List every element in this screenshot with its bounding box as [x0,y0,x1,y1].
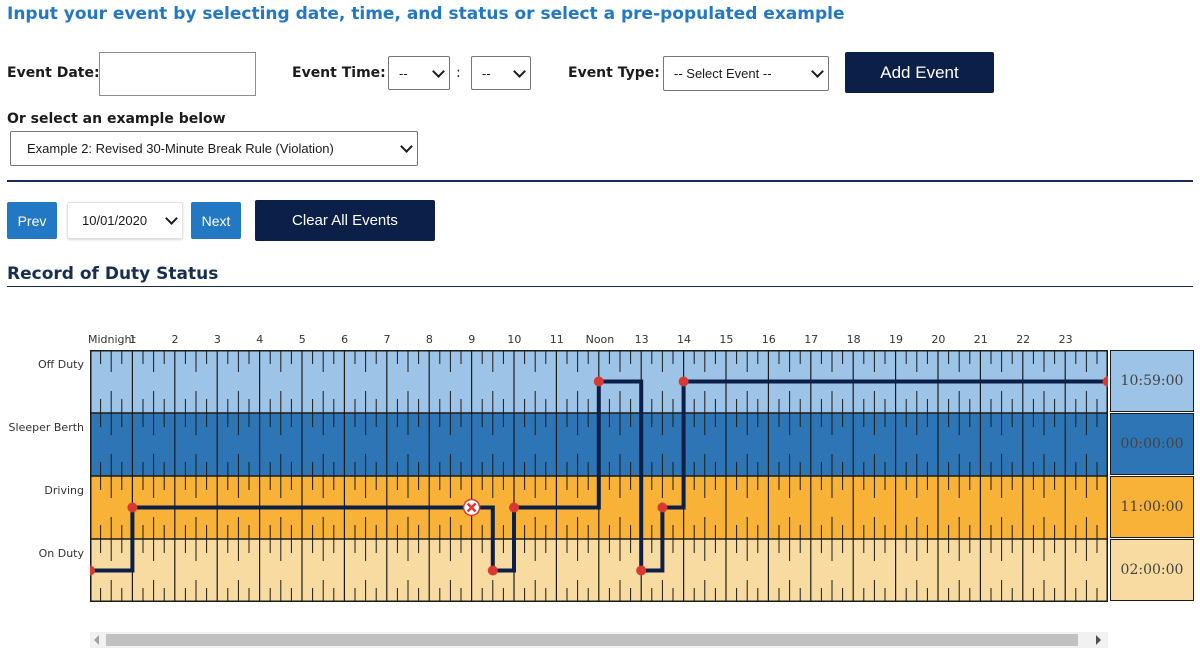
log-title: Record of Duty Status [7,264,219,284]
hour-label: 3 [213,333,221,346]
scroll-left-icon[interactable] [94,635,99,645]
time-separator: : [456,65,461,81]
chevron-down-icon [432,64,445,78]
hour-label: 21 [973,333,988,346]
status-change-point [657,502,668,513]
event-time-label: Event Time: [292,65,386,81]
page-heading: Input your event by selecting date, time… [7,4,845,24]
chevron-down-icon [513,64,526,78]
minute-select-value: -- [482,65,491,81]
add-event-button[interactable]: Add Event [845,52,994,93]
hour-label: 17 [804,333,819,346]
log-divider [7,286,1193,287]
hour-label: 15 [719,333,734,346]
status-change-point [678,376,689,387]
event-type-label: Event Type: [568,65,660,81]
clear-all-events-button[interactable]: Clear All Events [255,200,435,241]
section-divider [7,180,1193,182]
event-type-value: -- Select Event -- [674,66,772,81]
hour-label: 4 [256,333,264,346]
scrollbar-thumb[interactable] [106,634,1078,646]
date-select[interactable]: 10/01/2020 [67,202,183,239]
status-change-point [90,565,95,576]
next-button[interactable]: Next [191,202,241,239]
chevron-down-icon [811,65,824,78]
status-total: 02:00:00 [1110,539,1194,601]
hour-label: 23 [1058,333,1073,346]
status-change-point [636,565,647,576]
hour-label: 22 [1016,333,1031,346]
hour-label: 5 [298,333,306,346]
hour-label: 7 [383,333,391,346]
hour-label: 6 [341,333,349,346]
horizontal-scrollbar[interactable] [90,632,1108,648]
hour-label: 13 [634,333,649,346]
duty-status-grid [90,350,1108,602]
status-row-label: On Duty [38,547,84,560]
example-label: Or select an example below [7,111,226,127]
hour-label: 9 [468,333,476,346]
status-change-point [487,565,498,576]
hour-select[interactable]: -- [388,56,450,90]
hour-label: 2 [171,333,179,346]
prev-button[interactable]: Prev [7,202,57,239]
status-row-label: Off Duty [38,358,84,371]
event-date-label: Event Date: [7,65,100,81]
hour-label: 10 [507,333,522,346]
hour-label: 11 [549,333,564,346]
status-row-label: Driving [44,484,84,497]
duty-status-line [90,379,1108,573]
example-select[interactable]: Example 2: Revised 30-Minute Break Rule … [10,131,418,166]
chevron-down-icon [400,140,413,153]
hour-label: 16 [761,333,776,346]
chevron-down-icon [165,212,178,225]
hour-label: 19 [889,333,903,346]
hour-label: Midnight [88,333,136,346]
grid-border [90,350,1108,602]
status-total: 00:00:00 [1110,413,1194,475]
example-select-value: Example 2: Revised 30-Minute Break Rule … [27,141,334,156]
status-change-point [1102,376,1108,387]
hour-label: 8 [425,333,433,346]
hour-label: 20 [931,333,946,346]
event-date-input[interactable] [99,52,256,96]
status-total: 11:00:00 [1110,476,1194,538]
hour-label: 1 [129,333,137,346]
date-select-value: 10/01/2020 [82,213,148,228]
scroll-right-icon[interactable] [1096,635,1101,645]
event-type-select[interactable]: -- Select Event -- [663,56,829,91]
violation-icon-stroke [466,502,477,513]
status-change-point [127,502,138,513]
hour-select-value: -- [399,65,408,81]
minute-select[interactable]: -- [471,56,531,90]
status-row-label: Sleeper Berth [8,421,84,434]
status-change-point [509,502,519,513]
hour-label: 14 [677,333,691,346]
hour-label: 18 [846,333,861,346]
status-total: 10:59:00 [1110,350,1194,412]
status-change-point [593,376,604,387]
hour-label: Noon [585,333,615,346]
